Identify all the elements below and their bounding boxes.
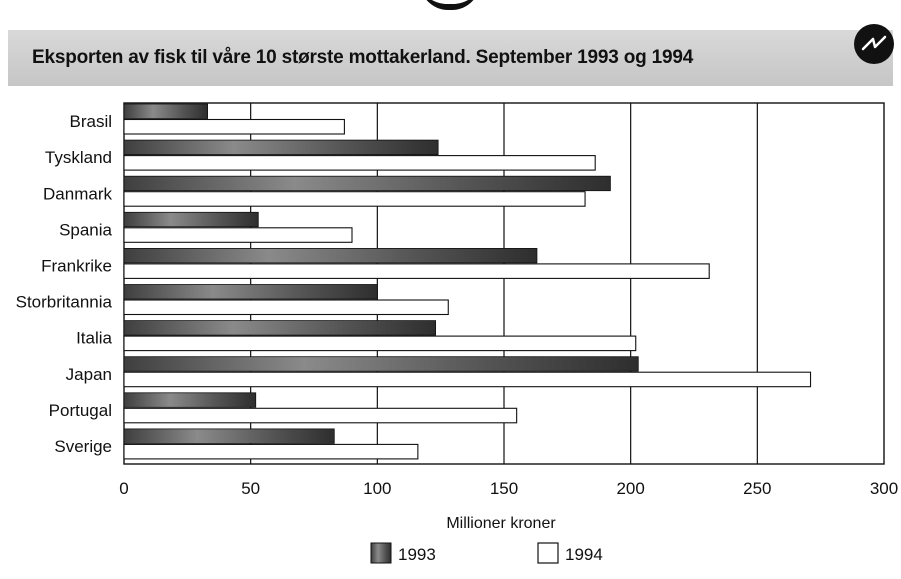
x-tick-label: 0 bbox=[119, 479, 128, 498]
bar-chart: 0 50 100 150 200 250 300 Brasil Tyskland Danmark S… bbox=[16, 102, 898, 564]
legend-swatch-1994 bbox=[537, 542, 559, 564]
x-tick-label: 200 bbox=[616, 479, 644, 498]
bar-1994 bbox=[123, 191, 586, 207]
bar-1993 bbox=[123, 284, 378, 300]
x-tick-label: 150 bbox=[490, 479, 518, 498]
legend-label-1993: 1993 bbox=[398, 545, 436, 564]
bar-1993 bbox=[123, 211, 259, 228]
bar-1994 bbox=[123, 155, 596, 171]
bar-1994 bbox=[123, 371, 812, 388]
bar-1994 bbox=[123, 118, 345, 135]
category-label: Italia bbox=[76, 329, 112, 348]
bar-1994 bbox=[123, 407, 518, 424]
x-tick-label: 50 bbox=[241, 479, 260, 498]
bar-1993 bbox=[123, 428, 335, 444]
category-label: Japan bbox=[66, 365, 112, 384]
category-label: Sverige bbox=[54, 437, 112, 456]
category-label: Tyskland bbox=[45, 148, 112, 167]
bar-1994 bbox=[123, 227, 353, 243]
bar-1994 bbox=[123, 299, 449, 316]
bar-1993 bbox=[123, 356, 639, 372]
legend-label-1994: 1994 bbox=[565, 545, 603, 564]
bar-1994 bbox=[123, 443, 419, 460]
x-axis-title: Millioner kroner bbox=[446, 515, 556, 532]
chart-title: Eksporten av fisk til våre 10 største mo… bbox=[32, 47, 694, 68]
bar-1993 bbox=[123, 139, 439, 155]
bar-1994 bbox=[123, 263, 710, 279]
x-tick-label: 100 bbox=[363, 479, 391, 498]
category-label: Spania bbox=[59, 220, 112, 239]
bar-1993 bbox=[123, 175, 611, 192]
bar-1993 bbox=[123, 247, 538, 264]
x-tick-label: 250 bbox=[743, 479, 771, 498]
title-band: Eksporten av fisk til våre 10 største mo… bbox=[8, 30, 893, 86]
ssb-logo-icon bbox=[854, 24, 894, 64]
x-tick-label: 300 bbox=[870, 479, 898, 498]
category-label: Brasil bbox=[69, 112, 112, 131]
legend-swatch-1993 bbox=[370, 542, 392, 564]
category-label: Frankrike bbox=[41, 256, 112, 275]
category-label: Danmark bbox=[43, 184, 112, 203]
top-decoration bbox=[420, 0, 480, 10]
bar-1993 bbox=[123, 103, 208, 119]
category-label: Portugal bbox=[49, 401, 112, 420]
category-label: Storbritannia bbox=[16, 293, 113, 312]
bar-1993 bbox=[123, 392, 257, 408]
bar-1993 bbox=[123, 320, 437, 336]
bar-1994 bbox=[123, 335, 637, 352]
